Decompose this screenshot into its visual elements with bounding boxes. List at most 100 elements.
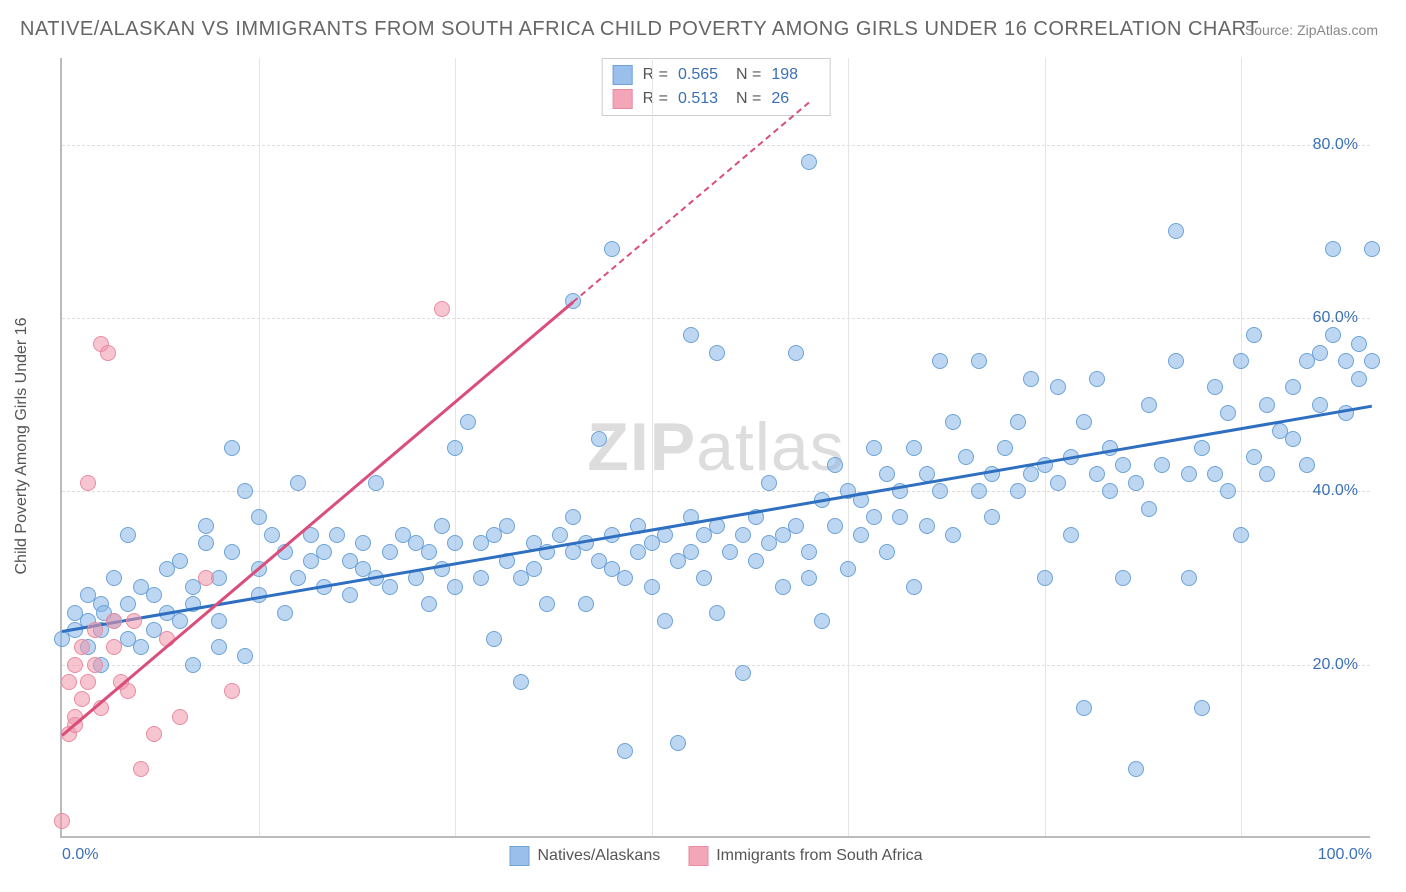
scatter-point — [617, 743, 633, 759]
legend-swatch — [688, 846, 708, 866]
scatter-point — [1037, 570, 1053, 586]
scatter-point — [1141, 397, 1157, 413]
scatter-point — [146, 587, 162, 603]
scatter-point — [814, 613, 830, 629]
legend-n-value: 198 — [771, 66, 819, 84]
scatter-point — [827, 457, 843, 473]
scatter-point — [460, 414, 476, 430]
scatter-point — [1233, 527, 1249, 543]
scatter-point — [1351, 336, 1367, 352]
watermark-bold: ZIP — [587, 409, 696, 485]
legend-r-value: 0.565 — [678, 66, 726, 84]
legend-n-label: N = — [736, 90, 761, 108]
scatter-point — [670, 735, 686, 751]
scatter-point — [1168, 353, 1184, 369]
scatter-point — [1364, 241, 1380, 257]
scatter-point — [997, 440, 1013, 456]
scatter-point — [421, 544, 437, 560]
scatter-point — [277, 605, 293, 621]
scatter-point — [761, 475, 777, 491]
scatter-point — [1128, 475, 1144, 491]
scatter-point — [1089, 466, 1105, 482]
legend-series-label: Natives/Alaskans — [537, 847, 660, 865]
scatter-point — [251, 509, 267, 525]
trend-line-dashed — [572, 102, 809, 303]
scatter-point — [735, 665, 751, 681]
scatter-point — [709, 605, 725, 621]
scatter-point — [74, 639, 90, 655]
scatter-point — [775, 579, 791, 595]
legend-series-item: Natives/Alaskans — [509, 846, 660, 866]
legend-series-label: Immigrants from South Africa — [716, 847, 922, 865]
scatter-point — [696, 570, 712, 586]
scatter-point — [513, 674, 529, 690]
scatter-point — [61, 674, 77, 690]
scatter-point — [1010, 483, 1026, 499]
watermark-rest: atlas — [696, 409, 845, 485]
scatter-point — [735, 527, 751, 543]
y-tick-label: 60.0% — [1313, 309, 1358, 327]
scatter-point — [198, 570, 214, 586]
y-axis-label: Child Poverty Among Girls Under 16 — [13, 318, 31, 575]
scatter-point — [211, 639, 227, 655]
scatter-point — [342, 587, 358, 603]
scatter-point — [1364, 353, 1380, 369]
legend-correlation-row: R =0.513N =26 — [613, 87, 820, 111]
scatter-point — [722, 544, 738, 560]
scatter-point — [1102, 483, 1118, 499]
scatter-point — [1010, 414, 1026, 430]
scatter-point — [54, 813, 70, 829]
scatter-point — [1233, 353, 1249, 369]
scatter-point — [1312, 397, 1328, 413]
scatter-point — [1338, 353, 1354, 369]
scatter-point — [984, 509, 1000, 525]
legend-r-label: R = — [643, 66, 668, 84]
scatter-point — [382, 579, 398, 595]
scatter-point — [866, 509, 882, 525]
gridline-vertical — [1045, 58, 1046, 836]
scatter-point — [264, 527, 280, 543]
scatter-point — [120, 527, 136, 543]
scatter-point — [1259, 397, 1275, 413]
gridline-vertical — [848, 58, 849, 836]
scatter-point — [1076, 700, 1092, 716]
scatter-point — [382, 544, 398, 560]
source-label: Source: ZipAtlas.com — [1245, 22, 1378, 38]
scatter-point — [1312, 345, 1328, 361]
scatter-point — [473, 570, 489, 586]
scatter-point — [1181, 570, 1197, 586]
scatter-point — [172, 553, 188, 569]
scatter-point — [840, 561, 856, 577]
watermark: ZIPatlas — [587, 408, 844, 486]
scatter-point — [1128, 761, 1144, 777]
chart-title: NATIVE/ALASKAN VS IMMIGRANTS FROM SOUTH … — [20, 18, 1259, 41]
scatter-point — [788, 518, 804, 534]
scatter-point — [447, 535, 463, 551]
scatter-point — [1220, 483, 1236, 499]
scatter-point — [1023, 371, 1039, 387]
scatter-point — [1141, 501, 1157, 517]
scatter-point — [316, 544, 332, 560]
scatter-point — [1194, 440, 1210, 456]
scatter-point — [827, 518, 843, 534]
scatter-point — [67, 657, 83, 673]
legend-swatch — [613, 65, 633, 85]
legend-series-item: Immigrants from South Africa — [688, 846, 922, 866]
scatter-point — [224, 440, 240, 456]
scatter-point — [644, 579, 660, 595]
scatter-point — [87, 622, 103, 638]
legend-correlation-row: R =0.565N =198 — [613, 63, 820, 87]
scatter-point — [683, 544, 699, 560]
scatter-point — [224, 683, 240, 699]
x-tick-label: 100.0% — [1318, 846, 1372, 864]
scatter-point — [788, 345, 804, 361]
scatter-point — [133, 639, 149, 655]
scatter-point — [1246, 327, 1262, 343]
scatter-point — [290, 475, 306, 491]
scatter-point — [879, 544, 895, 560]
scatter-point — [1063, 527, 1079, 543]
scatter-point — [801, 544, 817, 560]
scatter-point — [447, 440, 463, 456]
scatter-point — [421, 596, 437, 612]
legend-swatch — [509, 846, 529, 866]
